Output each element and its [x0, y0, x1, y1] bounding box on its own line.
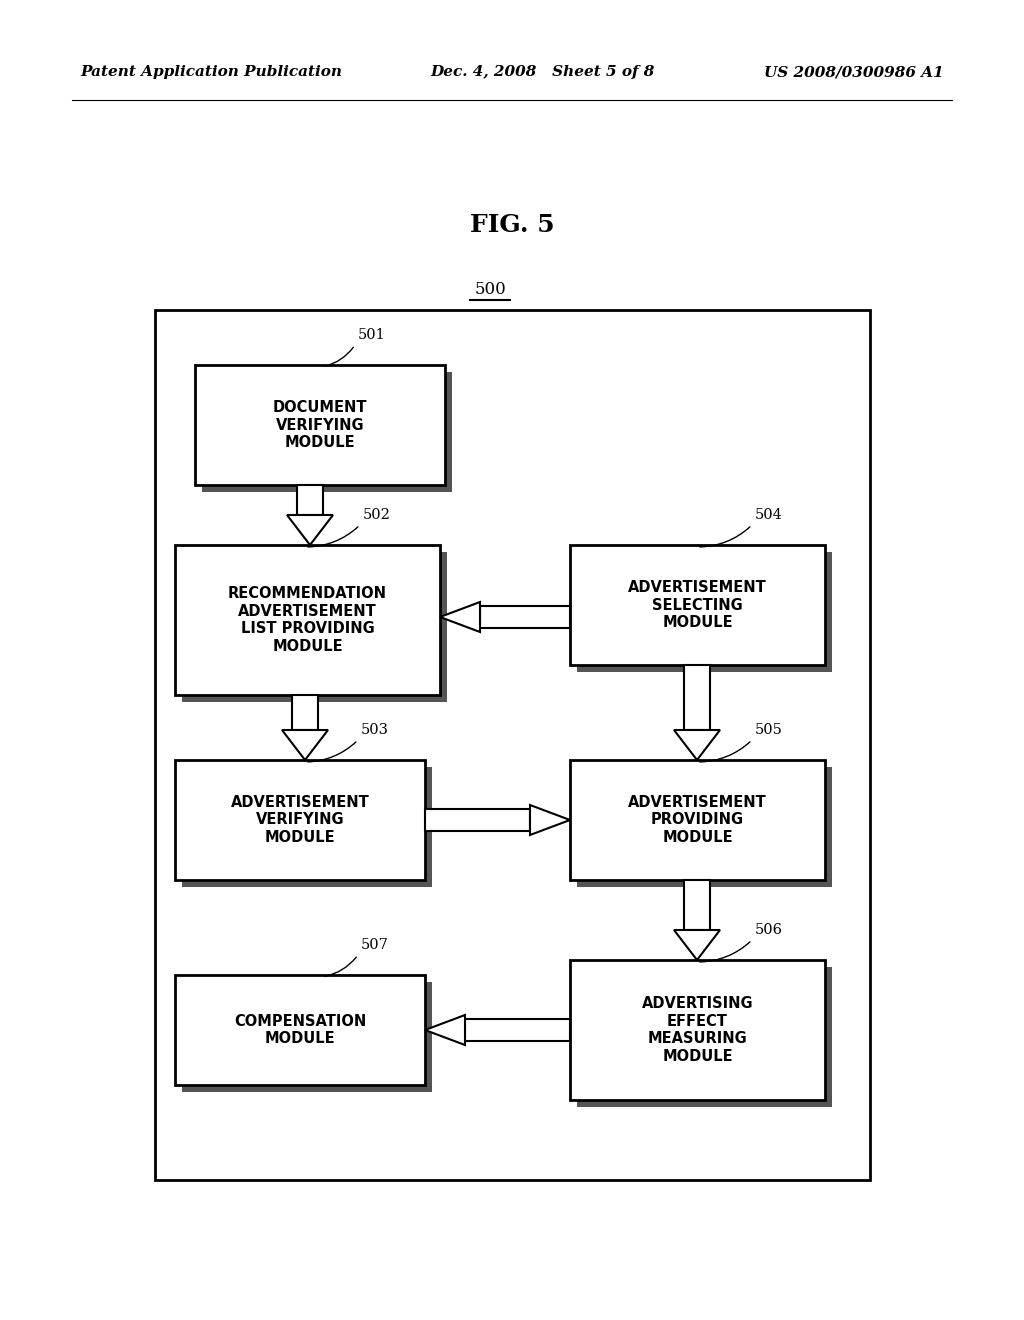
- Bar: [175, 975, 425, 1085]
- Text: 504: 504: [755, 508, 783, 521]
- Text: ADVERTISEMENT
PROVIDING
MODULE: ADVERTISEMENT PROVIDING MODULE: [628, 795, 767, 845]
- Text: 500: 500: [474, 281, 506, 298]
- Bar: [297, 484, 323, 515]
- Text: Dec. 4, 2008   Sheet 5 of 8: Dec. 4, 2008 Sheet 5 of 8: [430, 65, 654, 79]
- Polygon shape: [674, 730, 720, 760]
- Text: US 2008/0300986 A1: US 2008/0300986 A1: [764, 65, 944, 79]
- Bar: [480, 606, 570, 628]
- Polygon shape: [425, 1015, 465, 1045]
- Text: 503: 503: [361, 723, 389, 737]
- Text: 506: 506: [755, 923, 783, 937]
- Text: DOCUMENT
VERIFYING
MODULE: DOCUMENT VERIFYING MODULE: [272, 400, 368, 450]
- Bar: [195, 366, 445, 484]
- Bar: [465, 1019, 570, 1041]
- Bar: [570, 760, 825, 880]
- Text: COMPENSATION
MODULE: COMPENSATION MODULE: [233, 1014, 367, 1047]
- Bar: [182, 552, 447, 702]
- Bar: [182, 767, 432, 887]
- Text: Patent Application Publication: Patent Application Publication: [80, 65, 342, 79]
- Bar: [425, 809, 530, 832]
- Bar: [577, 767, 831, 887]
- Bar: [175, 760, 425, 880]
- Text: ADVERTISEMENT
VERIFYING
MODULE: ADVERTISEMENT VERIFYING MODULE: [230, 795, 370, 845]
- Bar: [570, 545, 825, 665]
- Polygon shape: [282, 730, 328, 760]
- Bar: [175, 545, 440, 696]
- Bar: [684, 665, 710, 730]
- Text: FIG. 5: FIG. 5: [470, 213, 554, 238]
- Text: 502: 502: [362, 508, 391, 521]
- Text: 501: 501: [358, 327, 386, 342]
- Text: ADVERTISING
EFFECT
MEASURING
MODULE: ADVERTISING EFFECT MEASURING MODULE: [642, 997, 754, 1064]
- Bar: [155, 310, 870, 1180]
- Text: 505: 505: [755, 723, 783, 737]
- Text: ADVERTISEMENT
SELECTING
MODULE: ADVERTISEMENT SELECTING MODULE: [628, 579, 767, 630]
- Bar: [684, 880, 710, 931]
- Polygon shape: [674, 931, 720, 960]
- Bar: [182, 982, 432, 1092]
- Bar: [202, 372, 452, 492]
- Bar: [292, 696, 318, 730]
- Polygon shape: [287, 515, 333, 545]
- Text: 507: 507: [361, 939, 389, 952]
- Bar: [577, 552, 831, 672]
- Polygon shape: [440, 602, 480, 632]
- Bar: [570, 960, 825, 1100]
- Text: RECOMMENDATION
ADVERTISEMENT
LIST PROVIDING
MODULE: RECOMMENDATION ADVERTISEMENT LIST PROVID…: [228, 586, 387, 653]
- Bar: [577, 968, 831, 1107]
- Polygon shape: [530, 805, 570, 836]
